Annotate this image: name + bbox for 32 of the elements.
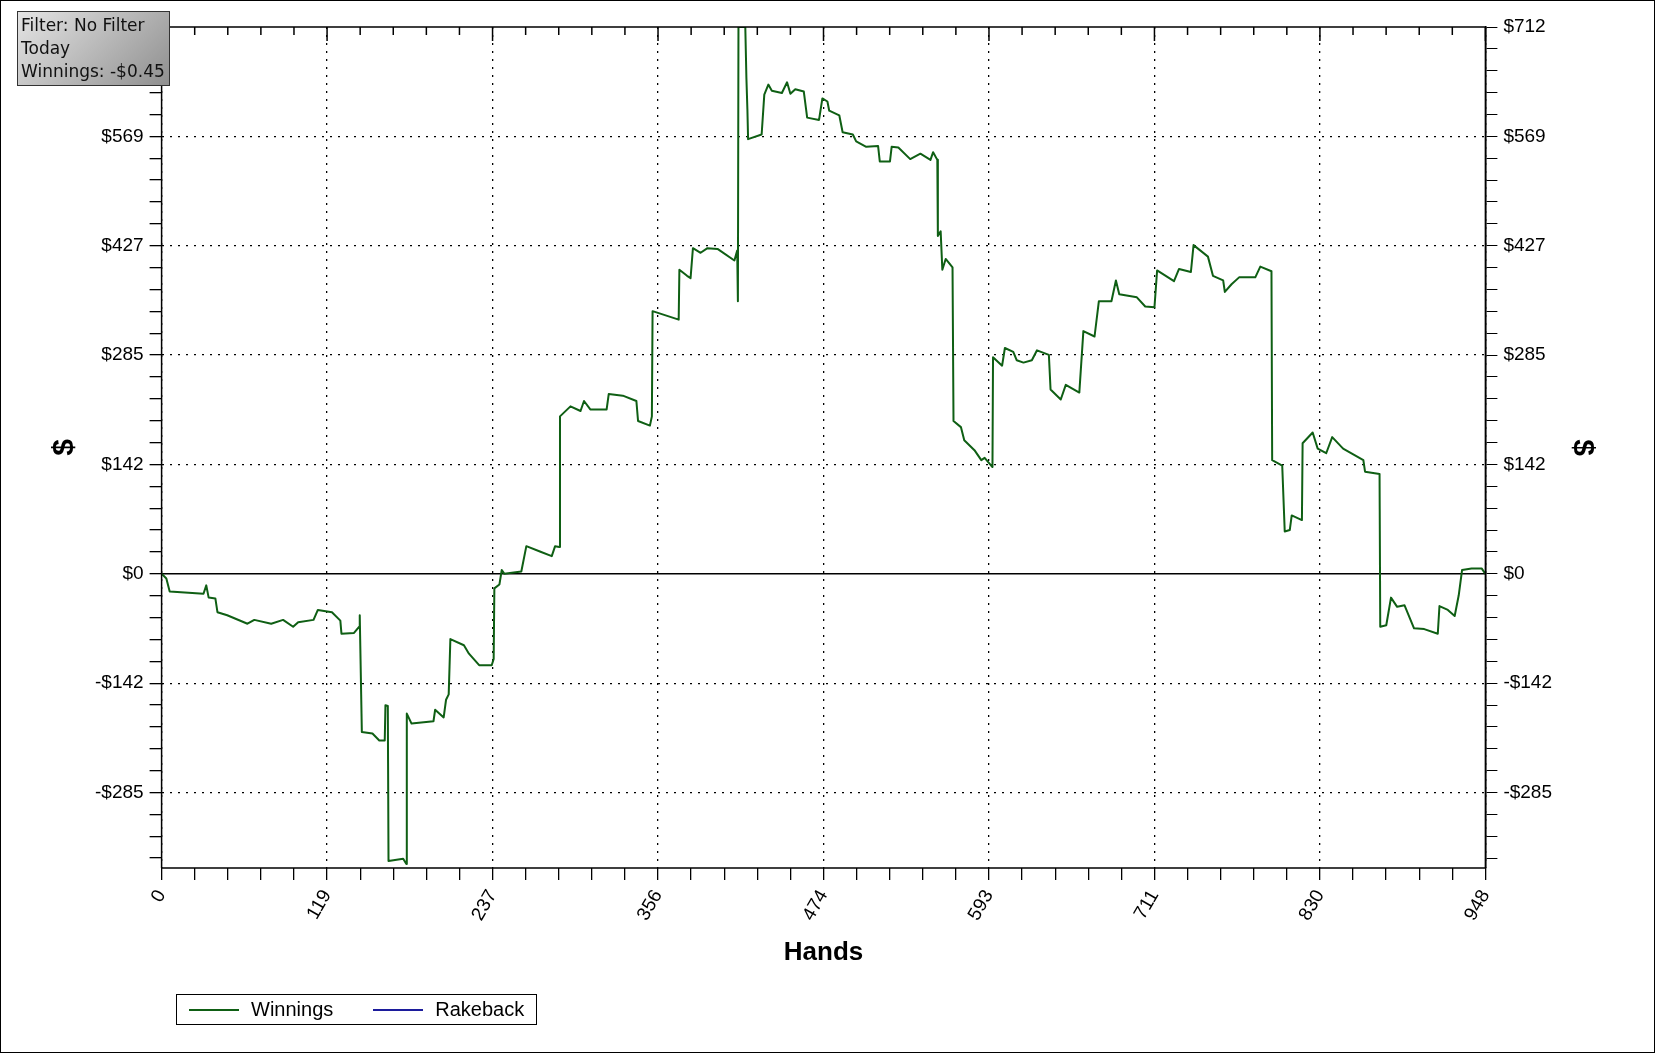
y2-tick-label: $569: [1503, 125, 1546, 147]
y2-tick-label: $285: [1503, 343, 1546, 365]
x-tick-label: 474: [797, 885, 832, 924]
legend-label: Rakeback: [435, 998, 525, 1021]
legend-label: Winnings: [251, 998, 334, 1021]
y-tick-label: -$285: [94, 780, 144, 802]
y-tick-label: $285: [101, 343, 144, 365]
x-axis-title: Hands: [783, 935, 864, 966]
y2-tick-label: -$142: [1503, 671, 1553, 693]
annotation: Winnings: -$0.45: [21, 60, 165, 83]
x-tick-label: 711: [1129, 885, 1163, 923]
text: Today: [21, 37, 72, 60]
x-tick-label: 948: [1459, 885, 1494, 924]
y2-tick-label: $712: [1503, 15, 1546, 37]
x-tick-label: 0: [146, 885, 170, 906]
y-tick-label: $569: [101, 125, 144, 147]
text: Filter: No Filter: [21, 14, 146, 37]
y-tick-label: $142: [101, 452, 144, 474]
x-tick-label: 237: [466, 885, 501, 924]
y-tick-label: -$142: [94, 671, 144, 693]
x-tick-label: 119: [301, 885, 336, 923]
x-tick-label: 593: [962, 885, 997, 924]
y2-tick-label: $427: [1503, 233, 1546, 255]
y2-tick-label: $0: [1503, 562, 1525, 584]
y-axis-title: $: [46, 438, 80, 456]
y2-tick-label: $142: [1503, 452, 1546, 474]
x-tick-label: 830: [1293, 885, 1328, 924]
y2-axis-title: $: [1567, 439, 1601, 457]
y-tick-label: $427: [101, 233, 144, 255]
y-tick-label: $0: [122, 562, 144, 584]
x-tick-label: 356: [631, 885, 667, 924]
y2-tick-label: -$285: [1503, 780, 1553, 802]
